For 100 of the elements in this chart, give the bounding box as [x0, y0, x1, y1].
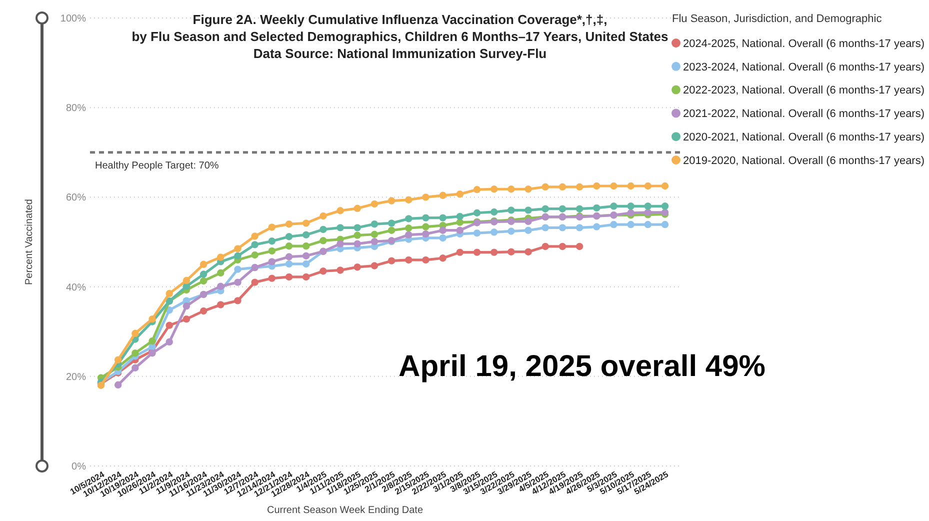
point: [422, 194, 430, 201]
point: [302, 231, 310, 238]
point: [490, 228, 498, 236]
point: [285, 242, 293, 250]
point: [285, 260, 293, 268]
point: [593, 223, 600, 230]
point: [336, 207, 344, 214]
point: [524, 218, 532, 225]
point: [251, 278, 258, 286]
point: [524, 186, 532, 193]
point: [251, 232, 258, 240]
point: [354, 224, 361, 232]
point: [148, 315, 156, 323]
point: [439, 214, 446, 222]
point: [456, 226, 464, 234]
point: [234, 297, 242, 304]
point: [200, 260, 208, 268]
point: [114, 356, 122, 364]
point: [542, 205, 549, 212]
y-axis-title: Percent Vaccinated: [24, 199, 35, 285]
point: [627, 209, 634, 216]
point: [285, 273, 293, 281]
point: [302, 252, 310, 260]
point: [542, 183, 549, 190]
point: [182, 302, 190, 310]
point: [610, 202, 618, 210]
point: [251, 251, 258, 259]
y-tick-label: 100%: [60, 14, 86, 24]
point: [268, 258, 276, 266]
point: [370, 230, 378, 238]
y-tick-label: 40%: [66, 282, 86, 294]
point: [166, 338, 173, 346]
point: [388, 257, 396, 264]
point: [234, 252, 242, 260]
point: [422, 256, 430, 264]
point: [370, 262, 378, 270]
point: [558, 183, 566, 190]
point: [370, 220, 378, 228]
point: [285, 253, 293, 260]
point: [644, 202, 652, 210]
point: [268, 247, 276, 255]
point: [320, 226, 327, 234]
point: [405, 215, 412, 222]
point: [354, 240, 361, 248]
point: [336, 240, 344, 248]
point: [320, 268, 327, 275]
point: [439, 192, 446, 200]
point: [508, 228, 515, 235]
point: [422, 230, 430, 238]
point: [439, 254, 446, 262]
legend-label: 2021-2022, National. Overall (6 months-17 years): [683, 108, 925, 120]
point: [336, 266, 344, 274]
point: [405, 256, 412, 264]
point: [405, 231, 412, 238]
point: [422, 223, 430, 230]
point: [456, 248, 464, 256]
point: [593, 204, 600, 212]
point: [388, 220, 396, 227]
point: [405, 196, 412, 204]
point: [217, 254, 224, 261]
point: [354, 232, 361, 239]
legend-label: 2023-2024, National. Overall (6 months-17 years): [683, 61, 925, 74]
point: [661, 220, 669, 228]
point: [354, 263, 361, 271]
point: [302, 260, 310, 268]
point: [490, 208, 498, 216]
point: [524, 248, 532, 256]
point: [524, 226, 532, 234]
point: [439, 226, 446, 234]
point: [627, 220, 634, 228]
point: [388, 226, 396, 234]
point: [234, 245, 242, 252]
x-axis-title: Current Season Week Ending Date: [266, 505, 424, 516]
point: [217, 282, 224, 290]
point: [182, 276, 190, 284]
y-tick-label: 0%: [72, 462, 86, 472]
point: [336, 224, 344, 232]
point: [200, 307, 208, 315]
point: [508, 206, 515, 214]
point: [388, 197, 396, 204]
point: [302, 220, 310, 227]
ref-line-label: Healthy People Target: 70%: [95, 160, 219, 172]
y-tick-label: 60%: [66, 192, 86, 204]
point: [217, 301, 224, 308]
point: [490, 248, 498, 256]
point: [268, 238, 276, 245]
point: [473, 229, 481, 237]
point: [268, 274, 276, 282]
point: [576, 242, 584, 250]
point: [285, 233, 293, 240]
point: [148, 350, 156, 357]
point: [132, 330, 139, 337]
point: [320, 212, 327, 220]
y-tick-label: 80%: [66, 103, 86, 114]
point: [542, 224, 549, 232]
point: [234, 266, 242, 273]
point: [302, 273, 310, 281]
point: [473, 248, 481, 256]
point: [456, 190, 464, 198]
text: Figure 2A. Weekly Cumulative Influenza Vaccination Coverage*,†,‡, by Flu Season and Selected Demographics, Children 6 Months–17 Years, United States Data Source: National Immunization Survey-Flu: [132, 12, 668, 61]
